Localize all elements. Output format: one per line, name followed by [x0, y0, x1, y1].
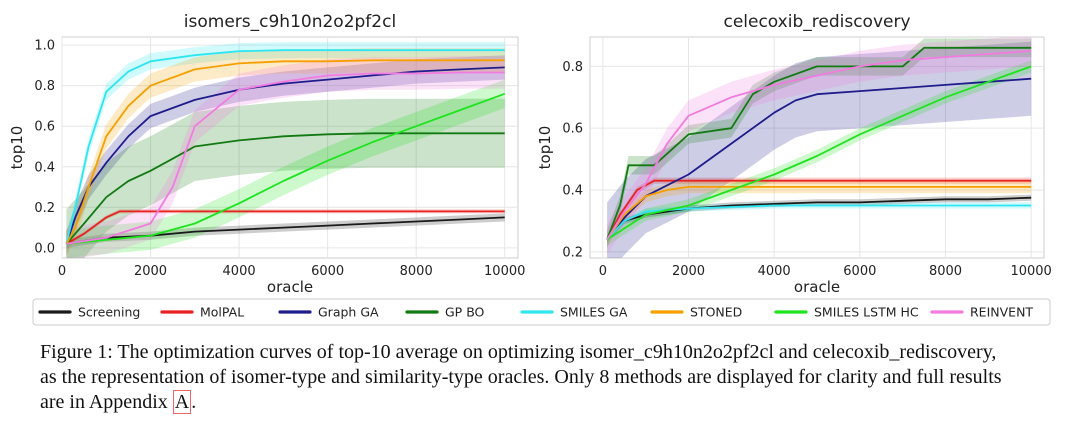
- caption-line-3-text: are in Appendix: [40, 391, 173, 413]
- c1-stoned-line: [606, 185, 1032, 241]
- appendix-link[interactable]: A: [172, 390, 192, 414]
- c0-stoned-line: [65, 59, 505, 245]
- c0-reinvent-line: [66, 71, 505, 245]
- legend-label-screening: Screening: [78, 305, 140, 320]
- c0-x-tick-label: 4000: [223, 264, 256, 279]
- c1-x-tick-label: 4000: [758, 264, 791, 279]
- c0-y-tick-label: 0.2: [34, 201, 55, 216]
- c1-y-tick-label: 0.6: [562, 122, 583, 137]
- c1-chart-title: celecoxib_rediscovery: [723, 12, 910, 32]
- c0-smiles-lstm-hc-line: [66, 92, 506, 245]
- c1-x-tick-label: 10000: [1010, 264, 1051, 279]
- c0-smiles-ga-line: [65, 49, 505, 245]
- c0-gp-bo-line: [65, 132, 505, 245]
- c0-molpal-band: [66, 209, 505, 246]
- c0-x-tick-label: 2000: [134, 264, 167, 279]
- c0-smiles-lstm-hc-band: [66, 79, 505, 258]
- c1-y-tick-label: 0.8: [562, 60, 583, 75]
- c0-x-axis-label: oracle: [267, 278, 313, 296]
- legend-label-stoned: STONED: [690, 305, 742, 320]
- c0-gp-bo-band: [66, 98, 505, 258]
- c0-y-tick-label: 0.6: [34, 120, 55, 135]
- figure-caption: Figure 1: The optimization curves of top…: [40, 340, 1060, 415]
- c1-reinvent-line: [606, 50, 1032, 240]
- c0-x-tick-label: 10000: [484, 264, 525, 279]
- caption-line-3-end: .: [191, 391, 197, 413]
- c1-reinvent-band: [607, 37, 1032, 255]
- c0-chart-title: isomers_c9h10n2o2pf2cl: [184, 12, 396, 32]
- c0-graph-ga-line: [65, 66, 505, 245]
- c0-y-tick-label: 0.8: [34, 79, 55, 94]
- c1-x-tick-label: 6000: [843, 264, 876, 279]
- c1-y-tick-label: 0.4: [562, 184, 583, 199]
- c0-x-tick-label: 0: [58, 264, 66, 279]
- c1-molpal-line: [606, 179, 1032, 240]
- legend-label-graph-ga: Graph GA: [318, 305, 379, 320]
- caption-line-2: as the representation of isomer-type and…: [40, 366, 1002, 388]
- legend-label-gp-bo: GP BO: [445, 305, 485, 320]
- chart-celecoxib: 0 2000 4000 6000 8000 10000 0.2 0.4 0.6 0.8 celeco…: [536, 12, 1052, 296]
- c1-y-tick-label: 0.2: [562, 245, 583, 260]
- chart-isomers: 0 2000 4000 6000 8000 10000 0.0 0.2 0.4 0.6 0.8 1.0…: [8, 12, 525, 296]
- legend-label-molpal: MolPAL: [200, 305, 244, 320]
- c0-graph-ga-band: [66, 55, 505, 257]
- c1-series-group: [606, 37, 1032, 258]
- c1-x-tick-label: 2000: [672, 264, 705, 279]
- c0-y-tick-label: 1.0: [34, 39, 55, 54]
- legend-label-smiles-ga: SMILES GA: [560, 305, 628, 320]
- c1-smiles-ga-band: [607, 202, 1032, 243]
- c1-screening-line: [606, 196, 1032, 241]
- legend-label-reinvent: REINVENT: [970, 305, 1033, 320]
- c0-molpal-line: [65, 210, 505, 245]
- c1-x-tick-label: 0: [599, 264, 607, 279]
- c0-y-tick-label: 0.0: [34, 241, 55, 256]
- c0-series-group: [65, 42, 506, 258]
- figure-charts: 0 2000 4000 6000 8000 10000 0.0 0.2 0.4 0.6 0.8 1.0…: [8, 12, 1052, 326]
- c1-smiles-lstm-hc-line: [606, 65, 1032, 241]
- c1-x-tick-label: 8000: [929, 264, 962, 279]
- c0-x-tick-label: 8000: [400, 264, 433, 279]
- caption-line-3: are in Appendix A.: [40, 390, 1060, 415]
- c1-smiles-ga-line: [606, 204, 1032, 241]
- c1-y-axis-label: top10: [536, 126, 554, 170]
- legend-label-smiles-lstm-hc: SMILES LSTM HC: [814, 305, 919, 320]
- caption-line-1: Figure 1: The optimization curves of top…: [40, 341, 997, 363]
- c0-y-axis-label: top10: [8, 126, 26, 170]
- c0-x-tick-label: 6000: [311, 264, 344, 279]
- c0-y-tick-label: 0.4: [34, 160, 55, 175]
- legend: Screening MolPAL Graph GA GP BO SMILES GA STO…: [32, 298, 1051, 326]
- c1-graph-ga-band: [607, 41, 1032, 258]
- c1-x-axis-label: oracle: [794, 278, 840, 296]
